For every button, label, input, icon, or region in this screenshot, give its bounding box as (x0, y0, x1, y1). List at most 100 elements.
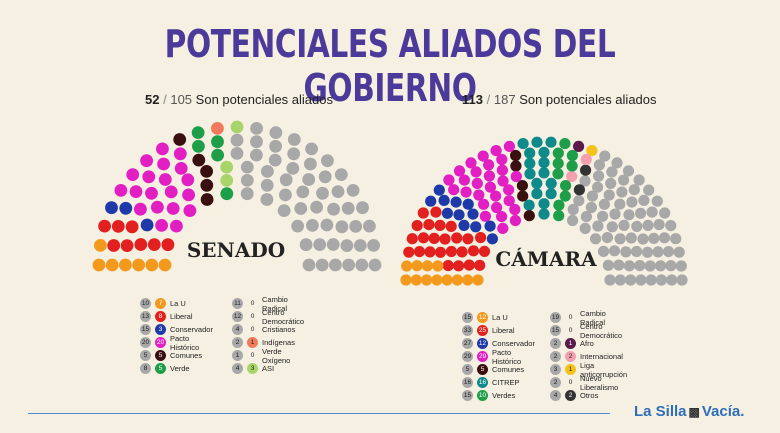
senado-seat (125, 220, 139, 234)
brand-name-part1: La Silla (634, 403, 687, 420)
senado-seat (356, 201, 369, 215)
senado-party-name: La U (170, 299, 186, 308)
cámara-seat (510, 160, 522, 172)
senado-party-total: 4 (232, 324, 243, 335)
cámara-seat (538, 146, 550, 158)
senado-seat (296, 185, 310, 199)
senado-party-total: 11 (232, 298, 243, 309)
cámara-seat (573, 195, 585, 207)
cámara-seat (538, 167, 550, 179)
cámara-seat (552, 147, 564, 159)
cámara-seat (441, 207, 453, 219)
cámara-seat (605, 177, 617, 189)
senado-seat (334, 168, 348, 182)
camara-chamber-label: CÁMARA (495, 247, 597, 271)
cámara-seat (451, 274, 463, 286)
cámara-seat (524, 168, 536, 180)
senado-party-allies: 20 (155, 337, 166, 348)
senado-seat (294, 202, 308, 215)
cámara-seat (593, 159, 606, 171)
senado-party-total: 2 (232, 337, 243, 348)
senado-seat (134, 202, 147, 216)
senado-seat (346, 184, 360, 197)
senado-seat (174, 162, 188, 175)
cámara-seat (523, 199, 535, 211)
senado-party-allies: 5 (155, 350, 166, 361)
senado-seat (277, 204, 291, 218)
cámara-seat (608, 245, 621, 257)
camara-party-total: 16 (462, 377, 473, 388)
cámara-seat (579, 175, 591, 187)
senado-seat (145, 258, 159, 272)
senado-seat (287, 133, 301, 146)
senado-seat (166, 202, 180, 215)
senado-party-allies: 8 (155, 311, 166, 322)
senado-chamber-label: SENADO (187, 238, 285, 262)
senado-seat (260, 193, 274, 206)
camara-legend-col-2: 19 0 Cambio Radical 15 0 Centro Democrático 2 1… (550, 309, 627, 402)
senado-seat (313, 238, 327, 252)
senado-seat (211, 148, 225, 162)
cámara-seat (410, 274, 422, 286)
cámara-seat (483, 159, 495, 171)
senado-seat (320, 218, 334, 232)
cámara-seat (503, 184, 515, 196)
senado-seat (158, 173, 172, 186)
senado-party-name: Centro Democrático (262, 307, 305, 326)
cámara-seat (579, 222, 591, 234)
chair-icon: ▩ (688, 404, 700, 419)
camara-headline-text: Son potenciales aliados (519, 92, 657, 107)
senado-seat (126, 168, 140, 182)
senado-party-allies: 1 (247, 337, 258, 348)
camara-legend-item: 3 1 Liga anticorrupción (550, 361, 627, 379)
cámara-seat (470, 221, 482, 233)
senado-seat (211, 121, 224, 135)
camara-party-total: 19 (550, 312, 561, 323)
camara-total-count: 187 (493, 92, 516, 107)
cámara-seat (486, 233, 498, 245)
cámara-seat (590, 233, 602, 245)
cámara-seat (599, 150, 611, 162)
cámara-seat (593, 170, 605, 182)
cámara-seat (644, 260, 656, 272)
cámara-seat (658, 232, 671, 244)
camara-party-allies: 12 (477, 312, 488, 323)
senado-seat (158, 258, 172, 272)
cámara-seat (597, 245, 610, 257)
cámara-seat (462, 274, 474, 286)
cámara-seat (497, 175, 509, 187)
senado-seat (329, 258, 342, 272)
cámara-seat (467, 245, 480, 257)
senado-party-allies: 3 (247, 363, 258, 374)
cámara-seat (516, 180, 529, 192)
camara-legend-item: 2 2 Internacional (550, 350, 627, 363)
cámara-seat (509, 203, 521, 216)
cámara-seat (474, 259, 486, 271)
cámara-seat (628, 184, 640, 196)
cámara-seat (400, 274, 412, 286)
cámara-seat (580, 164, 592, 176)
cámara-seat (510, 170, 522, 183)
senado-legend-item: 12 0 Centro Democrático (232, 307, 305, 326)
cámara-seat (483, 170, 495, 182)
senado-seat (367, 239, 380, 252)
camara-party-allies: 29 (477, 351, 488, 362)
cámara-seat (462, 233, 474, 245)
senado-party-total: 20 (140, 337, 151, 348)
cámara-seat (614, 198, 626, 210)
senado-party-total: 1 (232, 350, 243, 361)
cámara-seat (432, 260, 444, 272)
cámara-seat (611, 157, 623, 169)
brand-logo[interactable]: La Silla ▩ Vacía. (634, 403, 744, 420)
camara-party-name: Verdes (492, 391, 516, 400)
cámara-seat (524, 147, 536, 159)
cámara-seat (496, 211, 508, 223)
cámara-seat (566, 149, 579, 162)
camara-legend-item: 2 0 Nuevo Liberalismo (550, 374, 627, 392)
senado-seat (326, 238, 340, 251)
senado-seat (260, 178, 274, 192)
cámara-seat (616, 186, 628, 198)
cámara-seat (471, 177, 483, 189)
senado-seat (107, 239, 121, 252)
senado-legend-col-1: 10 7 La U 13 8 Liberal 15 3 Conservador 20 20 Pacto… (140, 297, 213, 375)
